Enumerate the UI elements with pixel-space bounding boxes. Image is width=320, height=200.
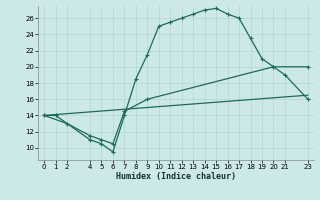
X-axis label: Humidex (Indice chaleur): Humidex (Indice chaleur) — [116, 172, 236, 181]
